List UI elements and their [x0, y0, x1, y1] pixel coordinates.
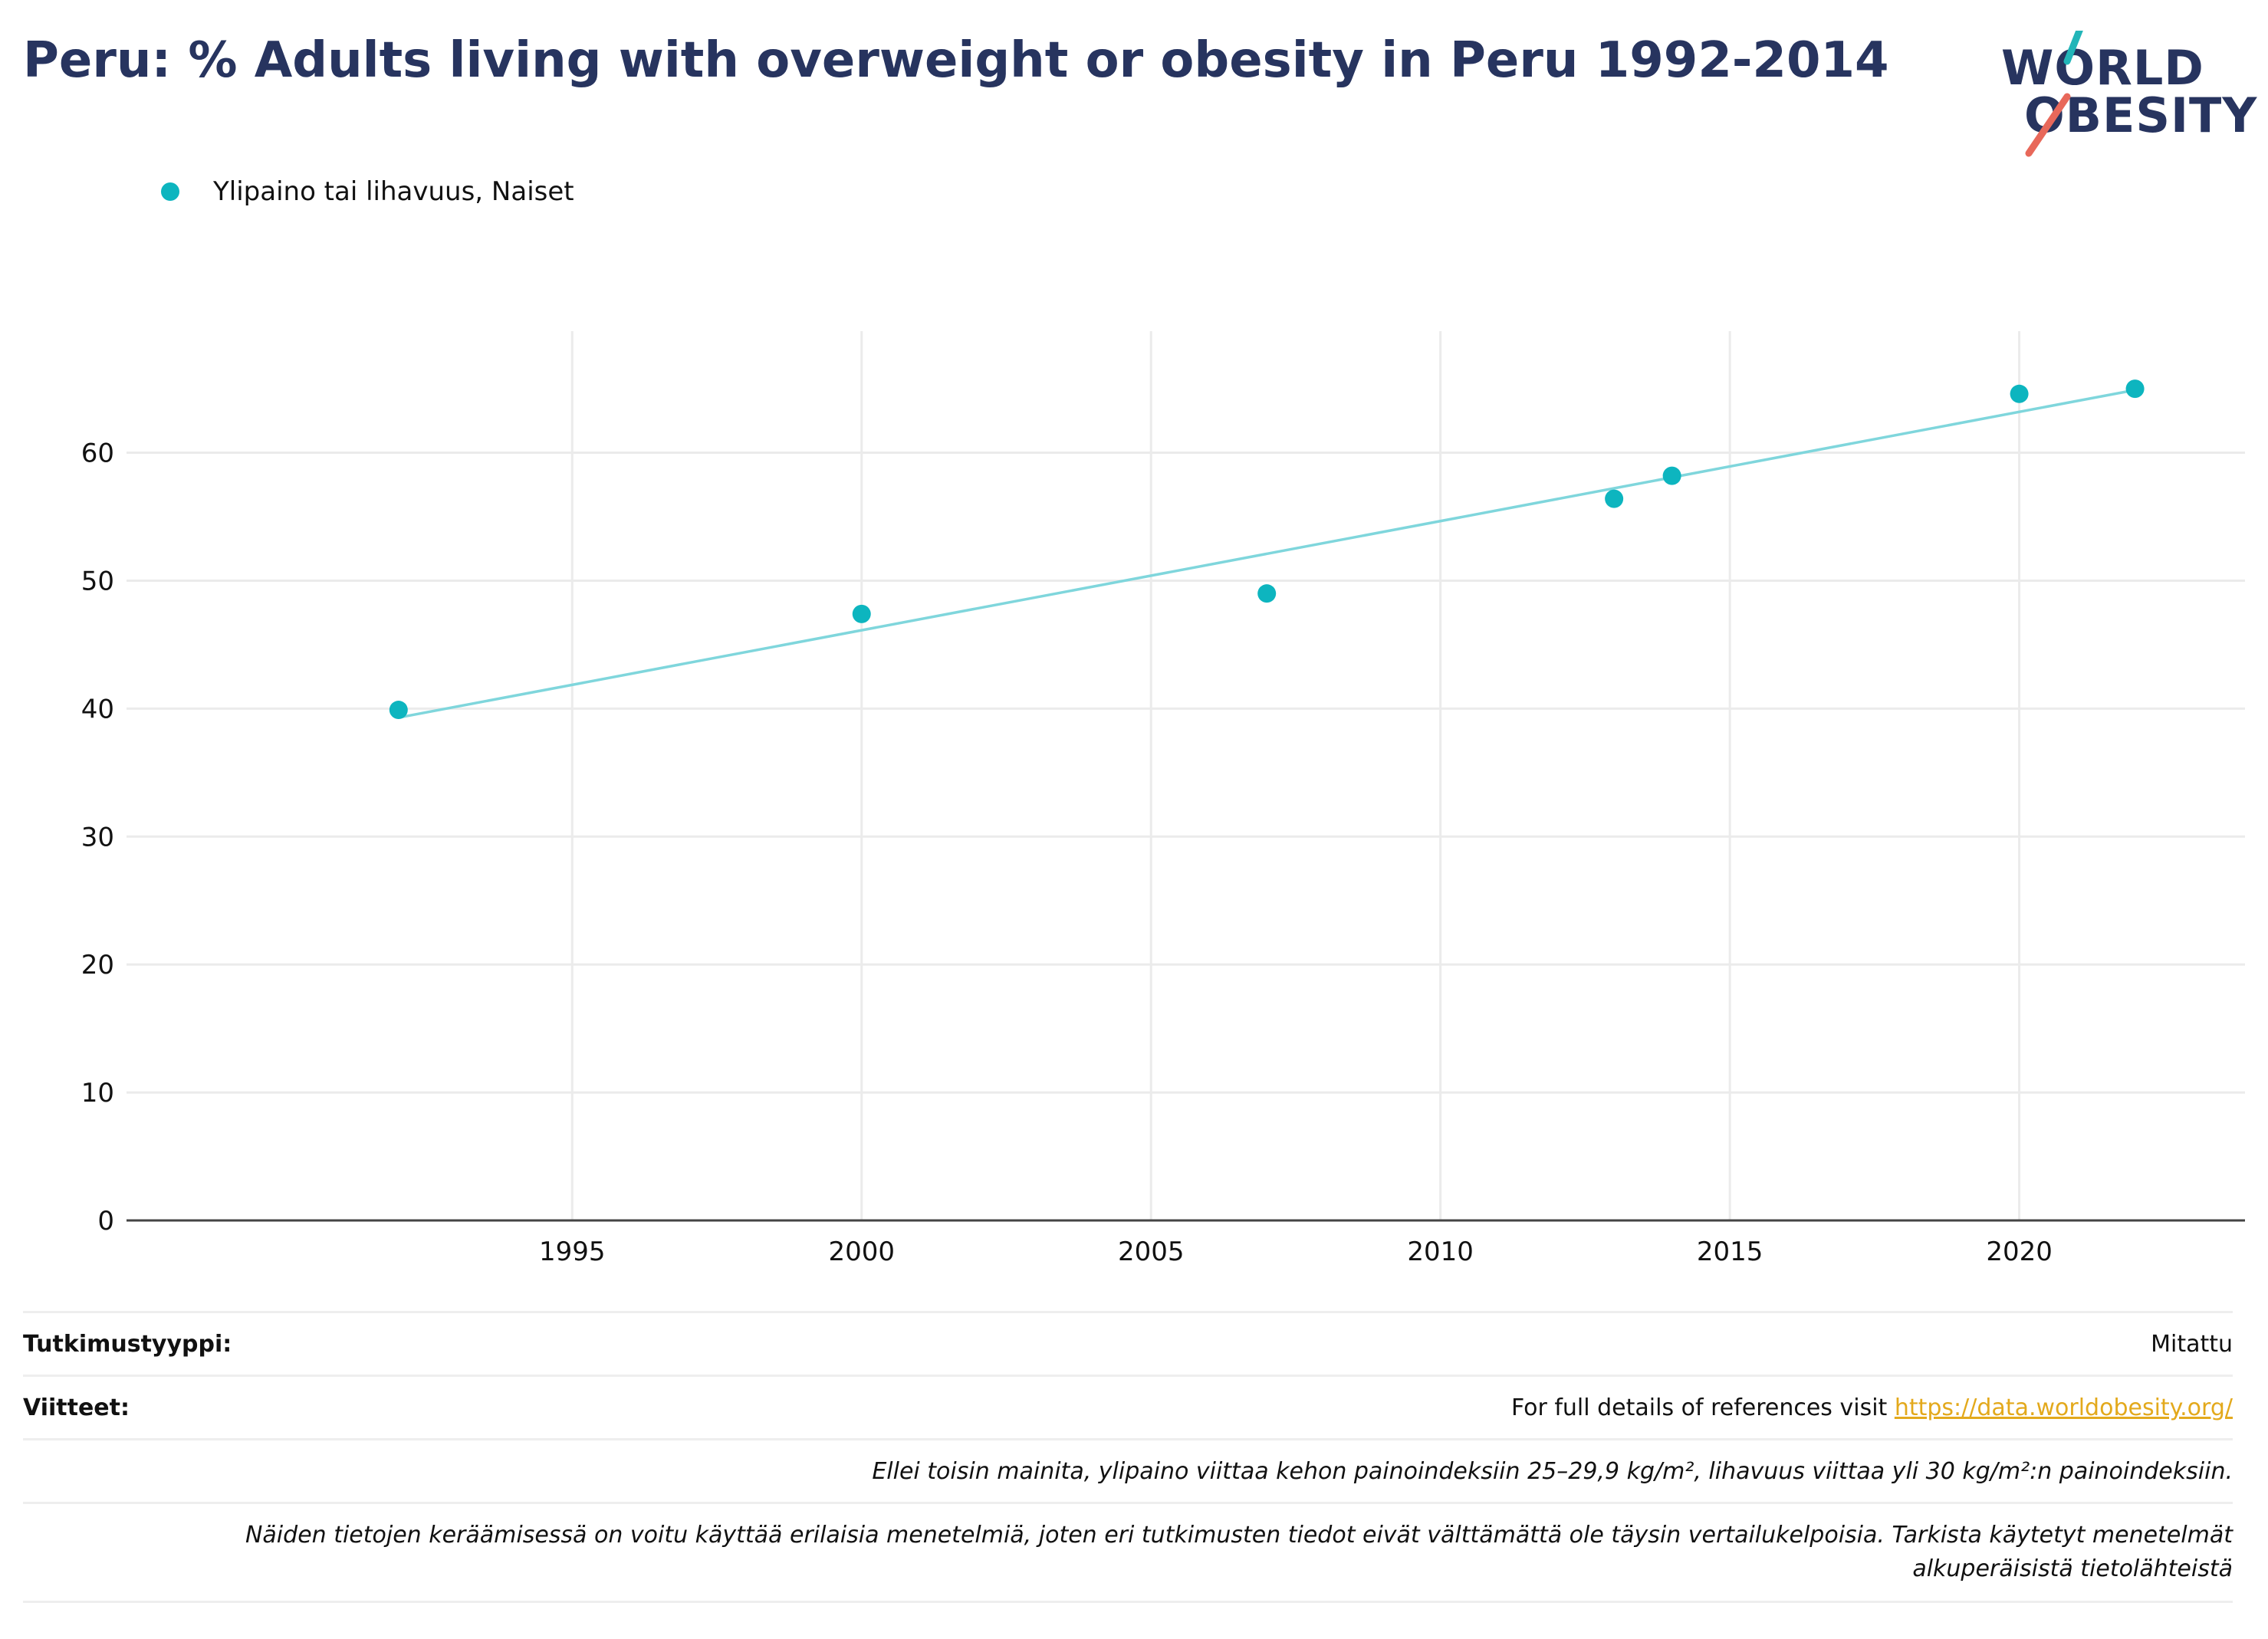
chart-footer: Tutkimustyyppi: Mitattu Viitteet: For fu… [23, 1311, 2233, 1603]
methods-note-line1: Näiden tietojen keräämisessä on voitu kä… [245, 1522, 2233, 1549]
study-type-row: Tutkimustyyppi: Mitattu [23, 1311, 2233, 1377]
data-point [1662, 466, 1681, 485]
study-type-value: Mitattu [2151, 1330, 2233, 1358]
scatter-chart: 1995 2000 2005 2010 2015 2020 0 10 20 30 40 50 60 [81, 331, 2245, 1267]
logo-text-world: WORLD [2001, 40, 2204, 96]
study-type-label: Tutkimustyyppi: [23, 1330, 232, 1358]
y-tick-label: 20 [81, 950, 114, 980]
methods-note-line2: alkuperäisistä tietolähteistä [1912, 1555, 2233, 1582]
y-tick-label: 30 [81, 822, 114, 852]
references-link[interactable]: https://data.worldobesity.org/ [1894, 1394, 2233, 1421]
trend-line [398, 389, 2135, 719]
legend-marker [161, 182, 179, 201]
references-value: For full details of references visit htt… [1511, 1394, 2233, 1421]
definition-note: Ellei toisin mainita, ylipaino viittaa k… [872, 1457, 2233, 1485]
data-point [1605, 489, 1624, 508]
definition-note-row: Ellei toisin mainita, ylipaino viittaa k… [23, 1440, 2233, 1504]
page-title: Peru: % Adults living with overweight or… [23, 32, 1889, 89]
y-tick-label: 0 [97, 1206, 114, 1237]
y-tick-label: 10 [81, 1078, 114, 1109]
data-point [1257, 584, 1277, 603]
references-label: Viitteet: [23, 1394, 130, 1421]
references-text: For full details of references visit [1510, 1394, 1895, 1421]
y-tick-label: 40 [81, 694, 114, 724]
data-point [2010, 384, 2029, 403]
x-tick-label: 2015 [1697, 1237, 1763, 1267]
world-obesity-logo: WORLD OBESITY [1994, 31, 2256, 161]
y-tick-label: 60 [81, 438, 114, 469]
x-tick-label: 2010 [1407, 1237, 1474, 1267]
data-point [852, 604, 871, 623]
x-tick-label: 2000 [828, 1237, 895, 1267]
data-point [389, 701, 408, 720]
x-tick-label: 1995 [539, 1237, 606, 1267]
x-tick-label: 2005 [1118, 1237, 1185, 1267]
methods-note-row: Näiden tietojen keräämisessä on voitu kä… [23, 1504, 2233, 1603]
legend-label: Ylipaino tai lihavuus, Naiset [213, 176, 574, 207]
logo-slash-icon [2025, 31, 2083, 157]
references-row: Viitteet: For full details of references… [23, 1377, 2233, 1440]
methods-note: Näiden tietojen keräämisessä on voitu kä… [245, 1519, 2233, 1586]
data-point [2125, 379, 2145, 399]
chart-legend[interactable]: Ylipaino tai lihavuus, Naiset [161, 175, 574, 209]
x-tick-label: 2020 [1986, 1237, 2053, 1267]
y-tick-label: 50 [81, 566, 114, 596]
